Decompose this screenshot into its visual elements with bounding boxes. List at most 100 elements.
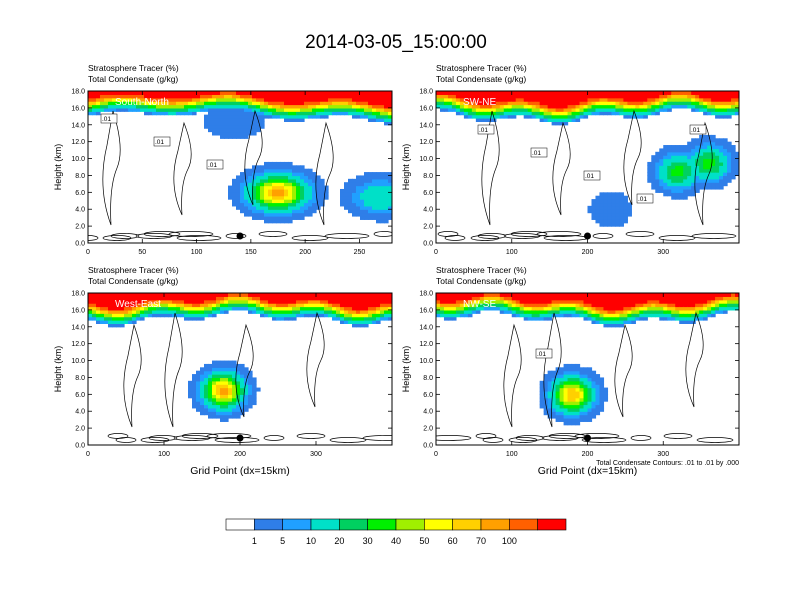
tracer-cell [607, 219, 613, 224]
tracer-cell [731, 175, 736, 180]
panel-subtitle: Total Condensate (g/kg) [88, 276, 178, 286]
tracer-cell [651, 293, 656, 297]
tracer-cell [567, 107, 573, 112]
tracer-cell [667, 182, 672, 187]
tracer-cell [228, 128, 233, 133]
tracer-cell [212, 414, 217, 419]
tracer-cell [587, 209, 593, 214]
tracer-cell [308, 309, 313, 314]
tracer-cell [196, 97, 201, 102]
tracer-cell [348, 316, 353, 321]
tracer-cell [388, 205, 392, 210]
tracer-cell [268, 199, 273, 204]
y-axis-label: Height (km) [53, 346, 63, 393]
tracer-cell [292, 299, 297, 304]
tracer-cell [515, 111, 521, 116]
tracer-cell [188, 306, 193, 311]
tracer-cell [208, 107, 213, 112]
tracer-cell [268, 114, 273, 119]
tracer-cell [531, 303, 537, 308]
tracer-cell [547, 390, 553, 395]
tracer-cell [348, 94, 353, 99]
tracer-cell [515, 313, 521, 318]
tracer-cell [328, 94, 333, 99]
tracer-cell [663, 188, 668, 193]
tracer-cell [368, 172, 373, 177]
tracer-cell [212, 394, 217, 399]
tracer-cell [240, 407, 245, 412]
tracer-cell [579, 401, 585, 406]
tracer-cell [300, 168, 305, 173]
tracer-cell [196, 407, 201, 412]
tracer-cell [228, 104, 233, 109]
tracer-cell [571, 363, 577, 368]
tracer-cell [655, 293, 660, 297]
tracer-cell [711, 182, 716, 187]
tracer-cell [591, 316, 597, 321]
tracer-cell [439, 299, 445, 304]
panel-subtitle: Total Condensate (g/kg) [436, 276, 526, 286]
tracer-cell [651, 172, 656, 177]
tracer-cell [308, 104, 313, 109]
tracer-cell [436, 309, 441, 314]
tracer-cell [575, 380, 581, 385]
tracer-cell [599, 219, 605, 224]
tracer-cell [719, 91, 724, 95]
tracer-cell [132, 306, 137, 311]
tracer-cell [376, 296, 381, 301]
tracer-cell [292, 178, 297, 183]
tracer-cell [683, 151, 688, 156]
tracer-cell [555, 91, 561, 95]
tracer-cell [376, 293, 381, 297]
y-tick-label: 16.0 [71, 307, 85, 314]
tracer-cell [160, 107, 165, 112]
tracer-cell [571, 94, 577, 99]
tracer-cell [647, 111, 652, 116]
tracer-cell [236, 192, 241, 197]
tracer-cell [244, 370, 249, 375]
tracer-cell [112, 320, 117, 324]
tracer-cell [244, 387, 249, 392]
tracer-cell [675, 303, 680, 308]
tracer-cell [583, 296, 589, 301]
tracer-cell [627, 303, 632, 308]
tracer-cell [611, 323, 617, 328]
tracer-cell [515, 94, 521, 99]
tracer-cell [240, 107, 245, 112]
contour-line [482, 437, 504, 443]
tracer-cell [583, 306, 589, 311]
tracer-cell [292, 303, 297, 308]
tracer-cell [216, 401, 221, 406]
tracer-cell [264, 107, 269, 112]
tracer-cell [348, 209, 353, 214]
tracer-cell [603, 316, 609, 321]
tracer-cell [711, 141, 716, 146]
tracer-cell [356, 111, 361, 116]
contour-line [173, 435, 211, 441]
tracer-cell [623, 299, 628, 304]
contour-label-box [100, 113, 118, 124]
tracer-cell [591, 407, 597, 412]
tracer-cell [320, 185, 325, 190]
tracer-cell [659, 158, 664, 163]
tracer-cell [715, 138, 720, 143]
tracer-cell [176, 107, 181, 112]
tracer-cell [372, 118, 377, 122]
tracer-cell [204, 407, 209, 412]
tracer-cell [256, 199, 261, 204]
tracer-cell [188, 293, 193, 297]
tracer-cell [208, 306, 213, 311]
tracer-cell [296, 188, 301, 193]
tracer-cell [100, 316, 105, 321]
tracer-cell [659, 155, 664, 160]
tracer-cell [216, 293, 221, 297]
tracer-cell [527, 91, 533, 95]
tracer-cell [388, 212, 392, 217]
tracer-cell [340, 320, 345, 324]
tracer-cell [216, 94, 221, 99]
tracer-cell [380, 313, 385, 318]
tracer-cell [475, 111, 481, 116]
tracer-cell [204, 411, 209, 416]
tracer-cell [679, 296, 684, 301]
tracer-cell [148, 97, 153, 102]
